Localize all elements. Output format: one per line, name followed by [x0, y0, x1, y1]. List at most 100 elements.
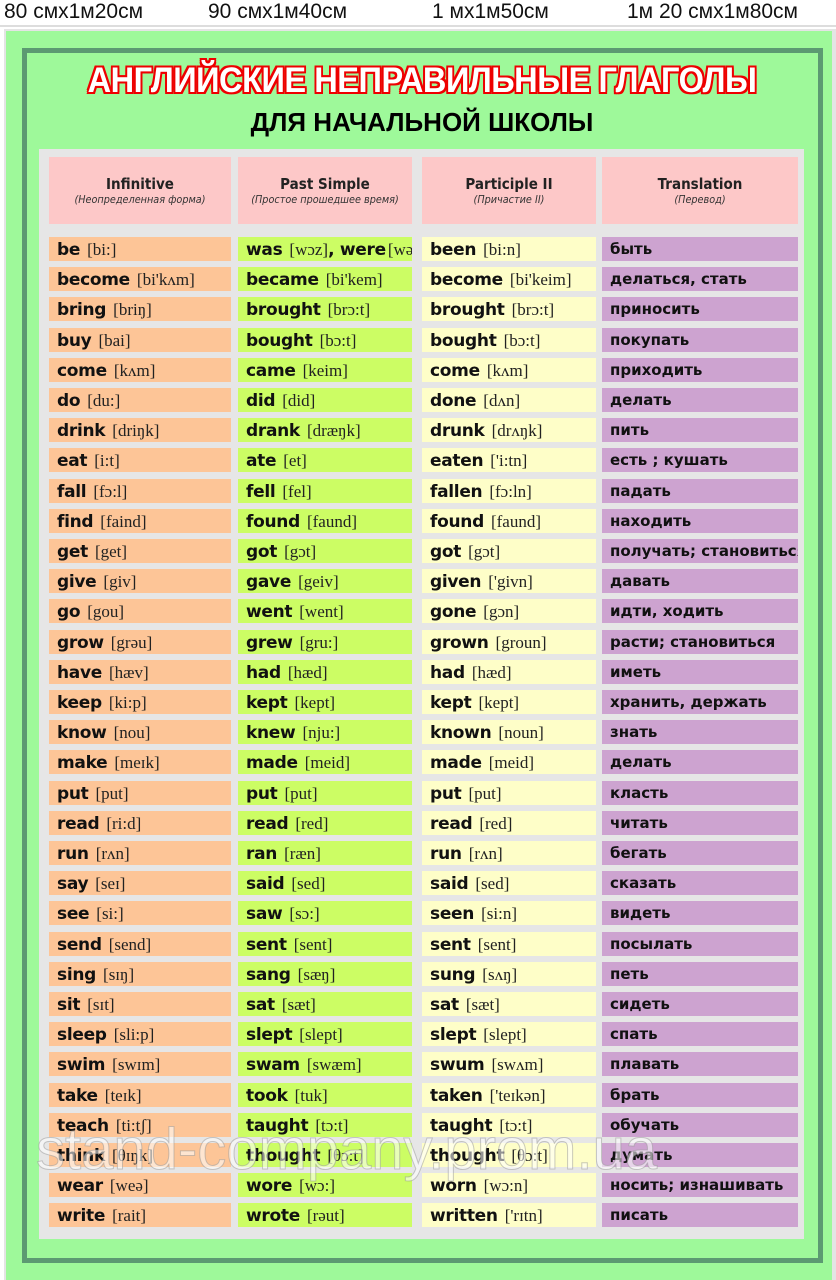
transcription: [swɪm] — [112, 1055, 161, 1075]
translation-cell: читать — [602, 810, 798, 835]
transcription: [kʌm] — [113, 360, 156, 380]
past-simple-cell: wrote [rəut] — [238, 1203, 412, 1228]
header-title: Past Simple — [280, 175, 370, 193]
table-row: bring [briŋ] brought [brɔ:t] brought [brɔ:t] п… — [39, 297, 804, 322]
past-simple-cell: brought [brɔ:t] — [238, 297, 412, 322]
infinitive-cell: take [teɪk] — [49, 1082, 231, 1107]
table-row: come [kʌm] came [keim] come [kʌm] приходить — [39, 357, 804, 382]
verb-form: written — [430, 1206, 498, 1227]
transcription: [put] — [284, 783, 318, 803]
verb-form: said — [430, 874, 469, 895]
transcription: [ti:tʃ] — [115, 1115, 152, 1135]
verb-form: sang — [246, 964, 291, 985]
verb-form: sat — [246, 995, 275, 1015]
table-row: buy [bai] bought [bɔ:t] bought [bɔ:t] покупать — [39, 327, 804, 352]
infinitive-cell: swim [swɪm] — [49, 1052, 231, 1077]
participle-cell: kept [kept] — [422, 690, 596, 714]
header-title: Infinitive — [106, 175, 174, 193]
participle-cell: made [meid] — [422, 750, 596, 775]
verb-form: had — [430, 662, 465, 683]
transcription: [sʌŋ] — [482, 964, 518, 984]
translation-cell: расти; становиться — [602, 629, 798, 654]
transcription: [swʌm] — [491, 1055, 544, 1075]
participle-cell: slept [slept] — [422, 1022, 596, 1047]
verb-form: took — [246, 1085, 288, 1106]
past-simple-cell: said [sed] — [238, 871, 412, 896]
verb-form: read — [246, 813, 289, 834]
verb-form: went — [246, 602, 293, 623]
transcription: [weə] — [109, 1176, 149, 1196]
infinitive-cell: write [rait] — [49, 1203, 231, 1228]
transcription: [briŋ] — [113, 300, 152, 320]
verb-form: have — [57, 662, 102, 683]
table-row: know [nou] knew [nju:] known [noun] знать — [39, 720, 804, 745]
verb-form: ran — [246, 844, 278, 864]
transcription: [bi:] — [87, 240, 117, 259]
verb-form: eat — [57, 451, 88, 472]
translation-cell: думать — [602, 1143, 798, 1167]
infinitive-cell: sing [sɪŋ] — [49, 961, 231, 986]
translation-cell: пить — [602, 418, 798, 443]
participle-cell: got [gɔt] — [422, 539, 596, 563]
translation-cell: быть — [602, 237, 798, 261]
verb-form: wore — [246, 1176, 293, 1197]
table-row: see [si:] saw [sɔ:] seen [si:n] видеть — [39, 901, 804, 926]
table-row: sit [sɪt] sat [sæt] sat [sæt] сидеть — [39, 992, 804, 1016]
transcription: [nou] — [113, 723, 151, 743]
transcription: [ri:d] — [106, 813, 142, 833]
verb-form: gone — [430, 602, 477, 623]
infinitive-cell: make [meɪk] — [49, 750, 231, 775]
transcription: [nju:] — [302, 723, 341, 743]
transcription: [meid] — [488, 753, 535, 773]
verb-form: sent — [246, 934, 287, 955]
transcription: [sed] — [291, 874, 326, 894]
transcription: [seɪ] — [95, 874, 126, 894]
transcription: [gɔt] — [284, 542, 317, 561]
verb-form: found — [430, 511, 484, 532]
header-participle: Participle II (Причастие II) — [422, 157, 596, 224]
past-simple-cell: taught [tɔ:t] — [238, 1112, 412, 1137]
transcription: [sæt] — [465, 995, 500, 1014]
table-row: do [du:] did [did] done [dʌn] делать — [39, 388, 804, 412]
participle-cell: become [bi'keim] — [422, 267, 596, 292]
verb-form: , were — [328, 240, 386, 260]
transcription: [θɔ:t] — [511, 1146, 548, 1165]
table-row: write [rait] wrote [rəut] written ['rɪtn] писа… — [39, 1203, 804, 1228]
transcription: [did] — [282, 391, 316, 410]
transcription: [bi'kem] — [325, 270, 383, 290]
past-simple-cell: wore [wɔ:] — [238, 1173, 412, 1198]
size-label: 1 мх1м50см — [432, 0, 549, 23]
transcription: [grəu] — [110, 632, 153, 652]
transcription: [hæd] — [471, 662, 512, 682]
transcription: [bɔ:t] — [319, 330, 357, 350]
participle-cell: run [rʌn] — [422, 841, 596, 865]
verb-form: found — [246, 511, 300, 532]
transcription: [gru:] — [299, 632, 339, 652]
translation-cell: находить — [602, 508, 798, 533]
table-row: give [giv] gave [geiv] given ['givn] давать — [39, 569, 804, 594]
participle-cell: bought [bɔ:t] — [422, 327, 596, 352]
infinitive-cell: get [get] — [49, 539, 231, 563]
transcription: [kʌm] — [486, 360, 529, 380]
transcription: [faind] — [100, 511, 147, 531]
participle-cell: grown [groun] — [422, 629, 596, 654]
transcription: ['rɪtn] — [504, 1206, 543, 1226]
table-row: get [get] got [gɔt] got [gɔt] получать; станов… — [39, 539, 804, 563]
infinitive-cell: run [rʌn] — [49, 841, 231, 865]
table-row: run [rʌn] ran [ræn] run [rʌn] бегать — [39, 841, 804, 865]
transcription: ['i:tn] — [490, 451, 528, 471]
translation-cell: класть — [602, 780, 798, 805]
infinitive-cell: bring [briŋ] — [49, 297, 231, 322]
transcription: [gɔn] — [483, 602, 520, 622]
size-options: 80 смх1м20см 90 смх1м40см 1 мх1м50см 1м … — [0, 0, 836, 27]
transcription: [sɪŋ] — [103, 964, 135, 984]
past-simple-cell: kept [kept] — [238, 690, 412, 714]
infinitive-cell: put [put] — [49, 780, 231, 805]
table-row: swim [swɪm] swam [swæm] swum [swʌm] плавать — [39, 1052, 804, 1077]
header-title: Translation — [657, 175, 743, 193]
verb-form: eaten — [430, 451, 484, 472]
verb-form: slept — [430, 1025, 477, 1046]
transcription: [rəut] — [306, 1206, 345, 1226]
transcription: [sæŋ] — [297, 964, 336, 984]
transcription: [meid] — [304, 753, 351, 773]
